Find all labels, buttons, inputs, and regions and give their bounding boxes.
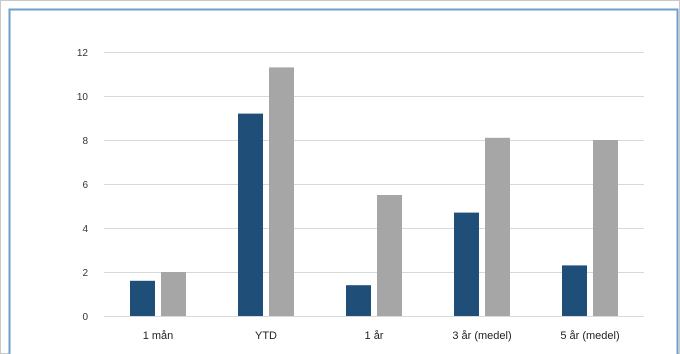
y-axis-ticks: 0 2 4 6 8 10 12 <box>77 48 89 323</box>
bar-series1-1 <box>238 113 263 316</box>
y-tick-label: 8 <box>82 136 88 147</box>
bars <box>130 67 618 317</box>
x-axis-ticks: 1 mån YTD 1 år 3 år (medel) 5 år (medel) <box>143 330 620 342</box>
x-tick-label: YTD <box>255 330 277 342</box>
x-tick-label: 1 år <box>365 330 384 342</box>
bar-series2-0 <box>161 272 186 316</box>
y-tick-label: 2 <box>82 268 88 279</box>
x-tick-label: 3 år (medel) <box>452 330 511 342</box>
bar-series1-2 <box>346 285 371 316</box>
bar-series1-0 <box>130 280 155 316</box>
bar-series1-4 <box>562 265 587 316</box>
bar-series2-1 <box>269 67 294 317</box>
gridlines <box>104 52 644 317</box>
y-tick-label: 4 <box>82 224 88 235</box>
bar-series2-3 <box>485 137 510 316</box>
y-tick-label: 12 <box>77 48 89 59</box>
bar-series1-3 <box>454 212 479 316</box>
bar-series2-4 <box>593 140 618 316</box>
bar-series2-2 <box>377 195 402 316</box>
y-tick-label: 6 <box>82 180 88 191</box>
y-tick-label: 10 <box>77 92 89 103</box>
y-tick-label: 0 <box>82 312 88 323</box>
x-tick-label: 1 mån <box>143 330 174 342</box>
x-tick-label: 5 år (medel) <box>560 330 619 342</box>
